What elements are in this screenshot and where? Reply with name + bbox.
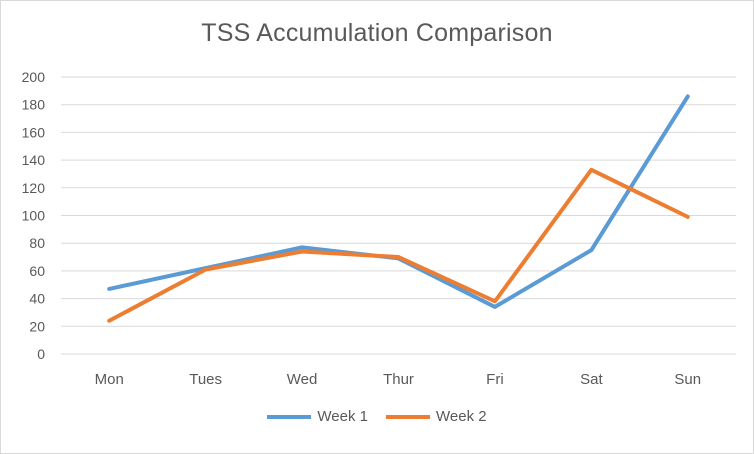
legend-label-week-2: Week 2 — [436, 408, 487, 425]
y-tick-label: 160 — [22, 124, 46, 140]
x-tick-label: Tues — [189, 371, 222, 388]
y-tick-label: 200 — [22, 69, 46, 85]
y-tick-label: 20 — [29, 318, 45, 334]
chart-title: TSS Accumulation Comparison — [201, 19, 553, 47]
x-tick-label: Mon — [95, 371, 124, 388]
legend-label-week-1: Week 1 — [317, 408, 368, 425]
legend-swatch-week-1 — [267, 414, 312, 419]
gridlines — [61, 76, 736, 355]
y-tick-label: 120 — [22, 180, 46, 196]
y-tick-label: 180 — [22, 97, 46, 113]
legend-item-week-2: Week 2 — [386, 408, 487, 425]
x-axis-ticks: Mon Tues Wed Thur Fri Sat Sun — [95, 371, 702, 388]
legend: Week 1 Week 2 — [1, 408, 753, 425]
legend-item-week-1: Week 1 — [267, 408, 368, 425]
x-tick-label: Sun — [674, 371, 701, 388]
x-tick-label: Thur — [383, 371, 414, 388]
series-line-week-2 — [107, 167, 690, 323]
legend-swatch-week-2 — [386, 414, 430, 419]
y-tick-label: 0 — [37, 346, 45, 362]
y-axis-ticks: 0 20 40 60 80 100 120 140 160 180 200 — [22, 69, 46, 362]
series-lines — [107, 94, 690, 323]
y-tick-label: 140 — [22, 152, 46, 168]
y-tick-label: 60 — [29, 263, 45, 279]
x-tick-label: Wed — [287, 371, 318, 388]
y-tick-label: 80 — [29, 235, 45, 251]
y-tick-label: 100 — [22, 208, 46, 224]
y-tick-label: 40 — [29, 291, 45, 307]
x-tick-label: Fri — [486, 371, 504, 388]
x-tick-label: Sat — [580, 371, 603, 388]
